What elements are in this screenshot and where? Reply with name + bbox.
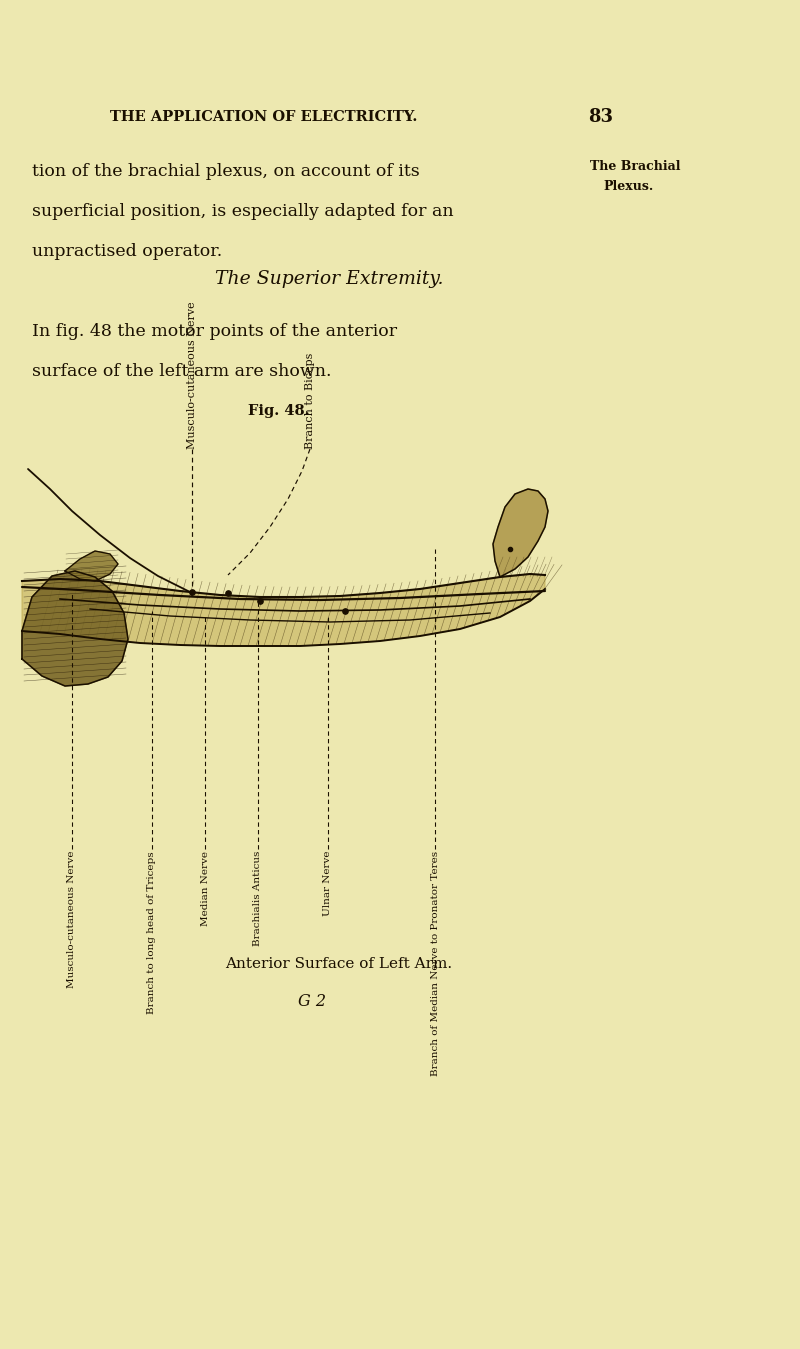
Polygon shape xyxy=(493,488,548,577)
Text: Musculo-cutaneous Nerve: Musculo-cutaneous Nerve xyxy=(67,851,77,989)
Text: superficial position, is especially adapted for an: superficial position, is especially adap… xyxy=(32,202,454,220)
Text: unpractised operator.: unpractised operator. xyxy=(32,243,222,259)
Text: 83: 83 xyxy=(588,108,613,125)
Text: THE APPLICATION OF ELECTRICITY.: THE APPLICATION OF ELECTRICITY. xyxy=(110,111,418,124)
Text: Fig. 48.: Fig. 48. xyxy=(248,403,310,418)
Text: Median Nerve: Median Nerve xyxy=(201,851,210,925)
Text: Branch to Biceps: Branch to Biceps xyxy=(305,352,315,449)
Polygon shape xyxy=(65,550,118,581)
Text: Branch of Median Nerve to Pronator Teres: Branch of Median Nerve to Pronator Teres xyxy=(430,851,439,1077)
Text: Anterior Surface of Left Arm.: Anterior Surface of Left Arm. xyxy=(225,956,452,971)
Text: Musculo-cutaneous Nerve: Musculo-cutaneous Nerve xyxy=(187,301,197,449)
Text: Plexus.: Plexus. xyxy=(603,181,654,193)
Text: surface of the left arm are shown.: surface of the left arm are shown. xyxy=(32,363,331,379)
Polygon shape xyxy=(22,571,128,687)
Text: In fig. 48 the motor points of the anterior: In fig. 48 the motor points of the anter… xyxy=(32,322,397,340)
Text: Branch to long head of Triceps: Branch to long head of Triceps xyxy=(147,851,157,1013)
Polygon shape xyxy=(22,575,545,646)
Text: tion of the brachial plexus, on account of its: tion of the brachial plexus, on account … xyxy=(32,162,420,179)
Text: The Superior Extremity.: The Superior Extremity. xyxy=(215,270,443,287)
Text: Brachialis Anticus: Brachialis Anticus xyxy=(254,851,262,947)
Text: The Brachial: The Brachial xyxy=(590,161,681,174)
Text: G 2: G 2 xyxy=(298,993,326,1009)
Text: Ulnar Nerve: Ulnar Nerve xyxy=(323,851,333,916)
